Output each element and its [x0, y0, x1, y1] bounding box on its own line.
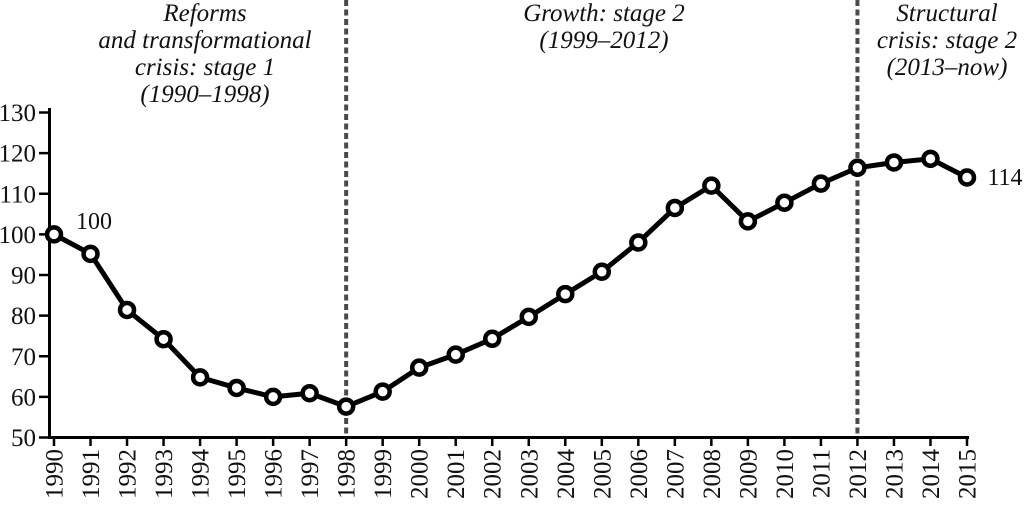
x-tick-label: 2013	[881, 449, 908, 499]
x-tick-label: 1993	[151, 449, 178, 499]
x-tick-label: 1992	[115, 449, 142, 499]
x-tick-label: 1995	[224, 449, 251, 499]
x-tick-label: 2010	[772, 449, 799, 499]
data-point-1990	[44, 225, 64, 244]
data-point-1998	[336, 397, 356, 416]
y-tick-label: 50	[11, 425, 36, 452]
x-tick-label: 2000	[407, 449, 434, 499]
x-tick-label: 2004	[553, 449, 580, 500]
phase-annotation-growth: Growth: stage 2 (1999–2012)	[523, 0, 685, 54]
x-tick-label: 2007	[662, 449, 689, 499]
y-tick-label: 120	[0, 141, 36, 168]
x-tick-label: 2003	[516, 449, 543, 499]
x-tick-label: 1994	[188, 449, 215, 500]
x-tick-label: 2008	[699, 449, 726, 499]
data-point-2012	[848, 158, 867, 177]
x-tick-label: 1991	[78, 449, 105, 499]
y-tick-label: 60	[11, 384, 36, 411]
data-point-2007	[665, 198, 685, 218]
data-point-2013	[884, 153, 904, 172]
x-tick-label: 2009	[735, 449, 762, 499]
y-tick-label: 80	[11, 303, 36, 330]
x-tick-label: 1996	[261, 449, 288, 499]
data-point-2006	[629, 233, 648, 252]
data-point-2011	[811, 174, 831, 193]
x-tick-label: 2011	[808, 449, 835, 498]
y-tick-label: 70	[11, 344, 36, 371]
y-tick-label: 110	[0, 181, 36, 208]
x-tick-label: 2015	[955, 449, 982, 499]
data-point-2005	[592, 262, 612, 281]
x-tick-label: 2006	[626, 449, 653, 499]
data-point-1992	[117, 300, 137, 320]
phase-annotation-reforms-crisis: Reforms and transformational crisis: sta…	[98, 0, 312, 108]
data-point-2008	[702, 176, 721, 195]
data-point-2000	[409, 358, 429, 377]
data-point-2014	[921, 149, 940, 169]
data-point-1997	[300, 383, 319, 403]
data-point-1996	[263, 387, 283, 407]
data-point-2010	[775, 193, 794, 212]
x-tick-label: 2005	[589, 449, 616, 499]
phase-annotation-structural-crisis: Structural crisis: stage 2 (2013–now)	[876, 0, 1018, 81]
x-tick-label: 1998	[334, 449, 361, 499]
x-tick-label: 1990	[42, 449, 69, 499]
data-point-1995	[227, 378, 246, 398]
x-tick-label: 2014	[918, 449, 945, 500]
data-point-1991	[81, 244, 100, 264]
data-point-2001	[446, 345, 465, 364]
x-tick-label: 2002	[480, 449, 507, 499]
data-line	[52, 156, 969, 410]
data-point-1999	[373, 382, 392, 401]
x-tick-label: 1999	[370, 449, 397, 499]
data-point-label-2015: 114	[987, 165, 1023, 191]
y-tick-label: 90	[11, 263, 36, 290]
data-point-2002	[482, 329, 502, 349]
x-tick-label: 1997	[297, 449, 324, 499]
data-point-2004	[556, 284, 575, 304]
x-tick-label: 2001	[443, 449, 470, 499]
data-point-2009	[738, 212, 758, 231]
x-tick-label: 2012	[845, 449, 872, 499]
y-tick-label: 130	[0, 100, 36, 127]
data-point-label-1990: 100	[76, 209, 112, 235]
data-point-2003	[519, 307, 539, 327]
data-point-2015	[957, 168, 977, 187]
data-point-1993	[154, 329, 173, 349]
data-point-1994	[190, 368, 210, 387]
y-tick-label: 100	[0, 222, 36, 249]
